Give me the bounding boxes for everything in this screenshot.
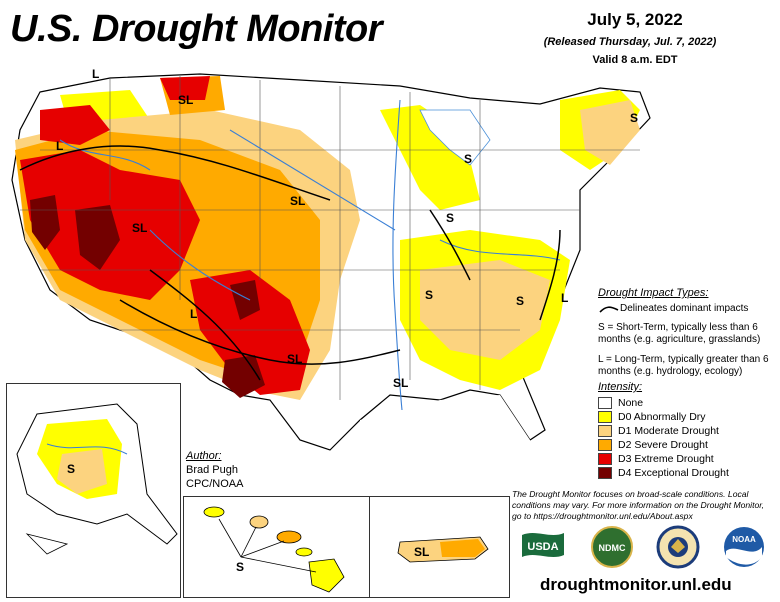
d4-texas	[222, 355, 265, 398]
noaa-logo-text: NOAA	[732, 535, 756, 544]
hawaii-inset: S	[183, 496, 371, 598]
map-title: U.S. Drought Monitor	[10, 8, 383, 50]
legend-row-none: None	[598, 396, 776, 410]
label-alaska: S	[67, 462, 75, 476]
author-name: Brad Pugh	[186, 464, 238, 476]
impact-legend: Drought Impact Types: Delineates dominan…	[598, 287, 776, 378]
legend-row-d2: D2 Severe Drought	[598, 438, 776, 452]
intensity-legend: Intensity: None D0 Abnormally Dry D1 Mod…	[598, 381, 776, 480]
label-washington: L	[92, 67, 99, 81]
usda-logo: USDA	[522, 533, 564, 557]
label-louisiana: SL	[393, 376, 408, 390]
label-michigan: S	[464, 152, 472, 166]
puerto-rico-inset: SL	[369, 496, 510, 598]
legend-row-d0: D0 Abnormally Dry	[598, 410, 776, 424]
legend-swatch	[598, 425, 612, 437]
impact-delineates-text: Delineates dominant impacts	[620, 303, 749, 314]
label-maine: S	[630, 111, 638, 125]
legend-label: D2 Severe Drought	[618, 439, 708, 451]
legend-swatch	[598, 453, 612, 465]
legend-label: D3 Extreme Drought	[618, 453, 714, 465]
agency-logos: USDA NDMC NOAA	[522, 525, 764, 569]
legend-label: D1 Moderate Drought	[618, 425, 719, 437]
legend-label: None	[618, 397, 644, 409]
d3-washington	[40, 105, 110, 145]
valid-time: Valid 8 a.m. EDT	[592, 54, 678, 66]
label-carolina: L	[561, 291, 568, 305]
label-oregon: L	[56, 139, 63, 153]
legend-row-d4: D4 Exceptional Drought	[598, 466, 776, 480]
legend-row-d3: D3 Extreme Drought	[598, 452, 776, 466]
ndmc-logo: NDMC	[591, 526, 633, 568]
impact-short-term: S = Short-Term, typically less than 6 mo…	[598, 322, 761, 345]
legend-label: D4 Exceptional Drought	[618, 467, 729, 479]
map-date: July 5, 2022	[587, 10, 683, 29]
label-newmexico: L	[190, 307, 197, 321]
impact-lines	[19, 145, 561, 381]
usda-logo-text: USDA	[527, 541, 558, 553]
disclaimer-text: The Drought Monitor focuses on broad-sca…	[512, 489, 765, 521]
legend-swatch	[598, 467, 612, 479]
d0-midwest	[380, 105, 480, 210]
great-lakes	[419, 109, 491, 166]
puerto-rico-map: SL	[397, 536, 489, 563]
legend-label: D0 Abnormally Dry	[618, 411, 706, 423]
d3-southwest	[190, 270, 310, 395]
label-georgia: S	[516, 294, 524, 308]
commerce-seal	[656, 525, 700, 569]
label-hawaii: S	[236, 560, 244, 574]
alaska-map: S	[16, 403, 178, 555]
label-utah: SL	[132, 221, 147, 235]
impact-delineates-row: Delineates dominant impacts	[598, 303, 776, 315]
label-puerto-rico: SL	[414, 545, 429, 559]
noaa-logo: NOAA	[724, 527, 764, 567]
legend-row-d1: D1 Moderate Drought	[598, 424, 776, 438]
impact-legend-title: Drought Impact Types:	[598, 287, 709, 299]
d4-california	[30, 195, 60, 250]
author-block: Author: Brad Pugh CPC/NOAA	[186, 449, 243, 491]
impact-long-term: L = Long-Term, typically greater than 6 …	[598, 354, 769, 377]
label-montana: SL	[178, 93, 193, 107]
label-illinois: S	[446, 211, 454, 225]
release-date: (Released Thursday, Jul. 7, 2022)	[543, 36, 717, 48]
d4-nevada	[75, 205, 120, 270]
author-org: CPC/NOAA	[186, 478, 244, 490]
d3-montana	[160, 76, 210, 100]
hawaii-map: S	[203, 506, 345, 593]
label-nebraska: SL	[290, 194, 305, 208]
d1-southeast	[420, 260, 550, 360]
website-url[interactable]: droughtmonitor.unl.edu	[540, 575, 732, 594]
impact-line-icon	[599, 306, 619, 313]
author-label: Author:	[186, 450, 222, 462]
alaska-inset: S	[6, 383, 181, 598]
intensity-legend-title: Intensity:	[598, 381, 643, 393]
legend-swatch	[598, 411, 612, 423]
label-tennessee: S	[425, 288, 433, 302]
ndmc-logo-text: NDMC	[599, 543, 626, 553]
intensity-rows: None D0 Abnormally Dry D1 Moderate Droug…	[598, 396, 776, 480]
gulf-water	[360, 395, 545, 470]
legend-swatch	[598, 397, 612, 409]
label-texas: SL	[287, 352, 302, 366]
d1-northeast	[580, 100, 640, 165]
legend-swatch	[598, 439, 612, 451]
rivers	[59, 99, 561, 411]
d4-newmexico	[230, 280, 260, 320]
state-boundaries	[20, 76, 640, 400]
